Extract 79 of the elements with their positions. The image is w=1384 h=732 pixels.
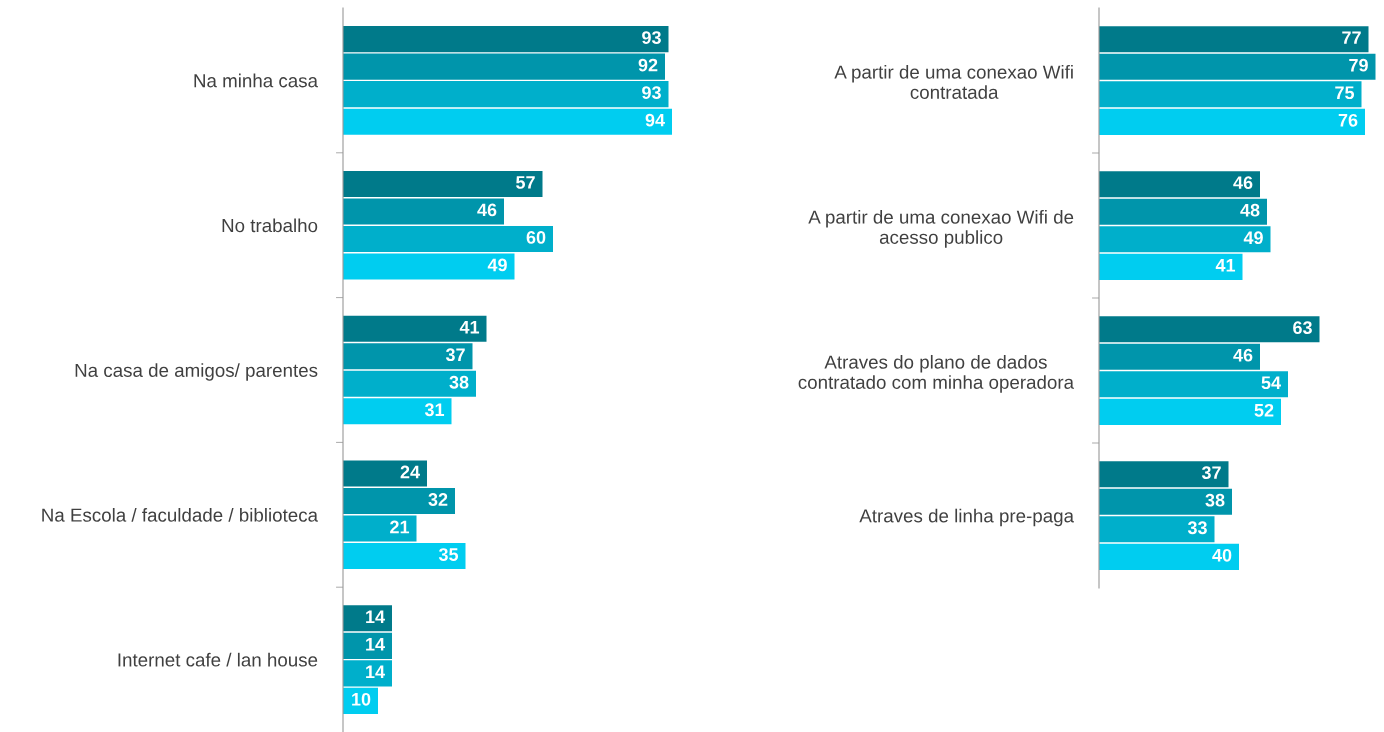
bar [343, 543, 466, 570]
data-label: 41 [459, 320, 480, 334]
bar [1099, 398, 1281, 425]
bar [343, 108, 672, 135]
data-label: 52 [1254, 403, 1274, 417]
data-label: 57 [516, 176, 535, 189]
data-label: 35 [438, 548, 459, 561]
data-label: 63 [1293, 321, 1312, 335]
y-tick-label: Atraves de linha pre-paga [859, 508, 1075, 527]
bar [1099, 226, 1271, 253]
bar [343, 53, 665, 80]
bar [1099, 171, 1260, 198]
data-label: 46 [477, 203, 497, 217]
data-label: 49 [487, 258, 507, 272]
y-tick-label: A partir de uma conexao Wifi contratada [834, 64, 1073, 99]
bar [343, 81, 669, 108]
data-label: 46 [1233, 348, 1253, 362]
bar [343, 660, 392, 687]
data-label: 38 [449, 375, 469, 389]
data-label: 14 [366, 665, 385, 679]
data-label: 33 [1187, 521, 1207, 535]
bar [343, 460, 427, 487]
y-tick-label: Atraves do plano de dados contratado com minha operadora [798, 354, 1075, 393]
bar [343, 398, 452, 425]
bar [1099, 461, 1229, 488]
bar [1099, 488, 1232, 515]
data-label: 46 [1233, 176, 1253, 190]
data-label: 75 [1335, 86, 1355, 100]
bar [1099, 253, 1243, 280]
bar [343, 26, 669, 53]
y-tick-label: No trabalho [222, 218, 318, 233]
bar [1099, 316, 1320, 343]
y-tick-label: Internet cafe / lan house [118, 652, 318, 667]
bar [343, 370, 476, 397]
bar [343, 605, 392, 632]
bar [343, 225, 553, 252]
bar [1099, 543, 1239, 570]
bar [343, 170, 543, 197]
data-label: 54 [1261, 376, 1281, 390]
bar [1099, 81, 1362, 108]
data-label: 37 [1201, 466, 1221, 480]
data-label: 31 [424, 403, 445, 417]
data-label: 77 [1342, 31, 1361, 44]
y-tick-label: Na casa de amigos/ parentes [75, 363, 318, 381]
data-label: 49 [1243, 231, 1263, 245]
data-label: 21 [390, 520, 410, 534]
y-tick-label: Na Escola / faculdade / biblioteca [42, 508, 319, 522]
data-label: 60 [526, 231, 546, 244]
y-tick-label: Na minha casa [194, 73, 319, 88]
data-label: 93 [642, 86, 661, 100]
data-label: 37 [445, 348, 465, 362]
data-label: 48 [1240, 203, 1260, 217]
bar [343, 515, 417, 542]
bar [343, 488, 455, 515]
bar [1099, 516, 1215, 543]
data-label: 14 [366, 638, 385, 651]
data-label: 79 [1349, 58, 1368, 72]
data-label: 10 [352, 692, 371, 706]
data-label: 24 [400, 465, 420, 479]
data-label: 41 [1215, 259, 1236, 272]
bar [1099, 26, 1369, 53]
y-tick-label: A partir de uma conexao Wifi de acesso publico [808, 209, 1074, 248]
bar [1099, 343, 1260, 370]
data-label: 14 [366, 610, 385, 623]
data-label: 92 [638, 58, 658, 72]
data-label: 38 [1205, 493, 1225, 507]
bar [1099, 53, 1376, 80]
bar [1099, 198, 1267, 225]
bar [1099, 371, 1288, 398]
data-label: 76 [1338, 113, 1358, 127]
data-label: 32 [428, 493, 448, 506]
bar [343, 253, 515, 280]
bar [343, 343, 473, 370]
data-label: 40 [1212, 548, 1232, 562]
bar [343, 315, 487, 342]
data-label: 93 [642, 31, 661, 44]
bar [1099, 108, 1365, 135]
data-label: 94 [645, 113, 665, 127]
bar [343, 198, 504, 225]
